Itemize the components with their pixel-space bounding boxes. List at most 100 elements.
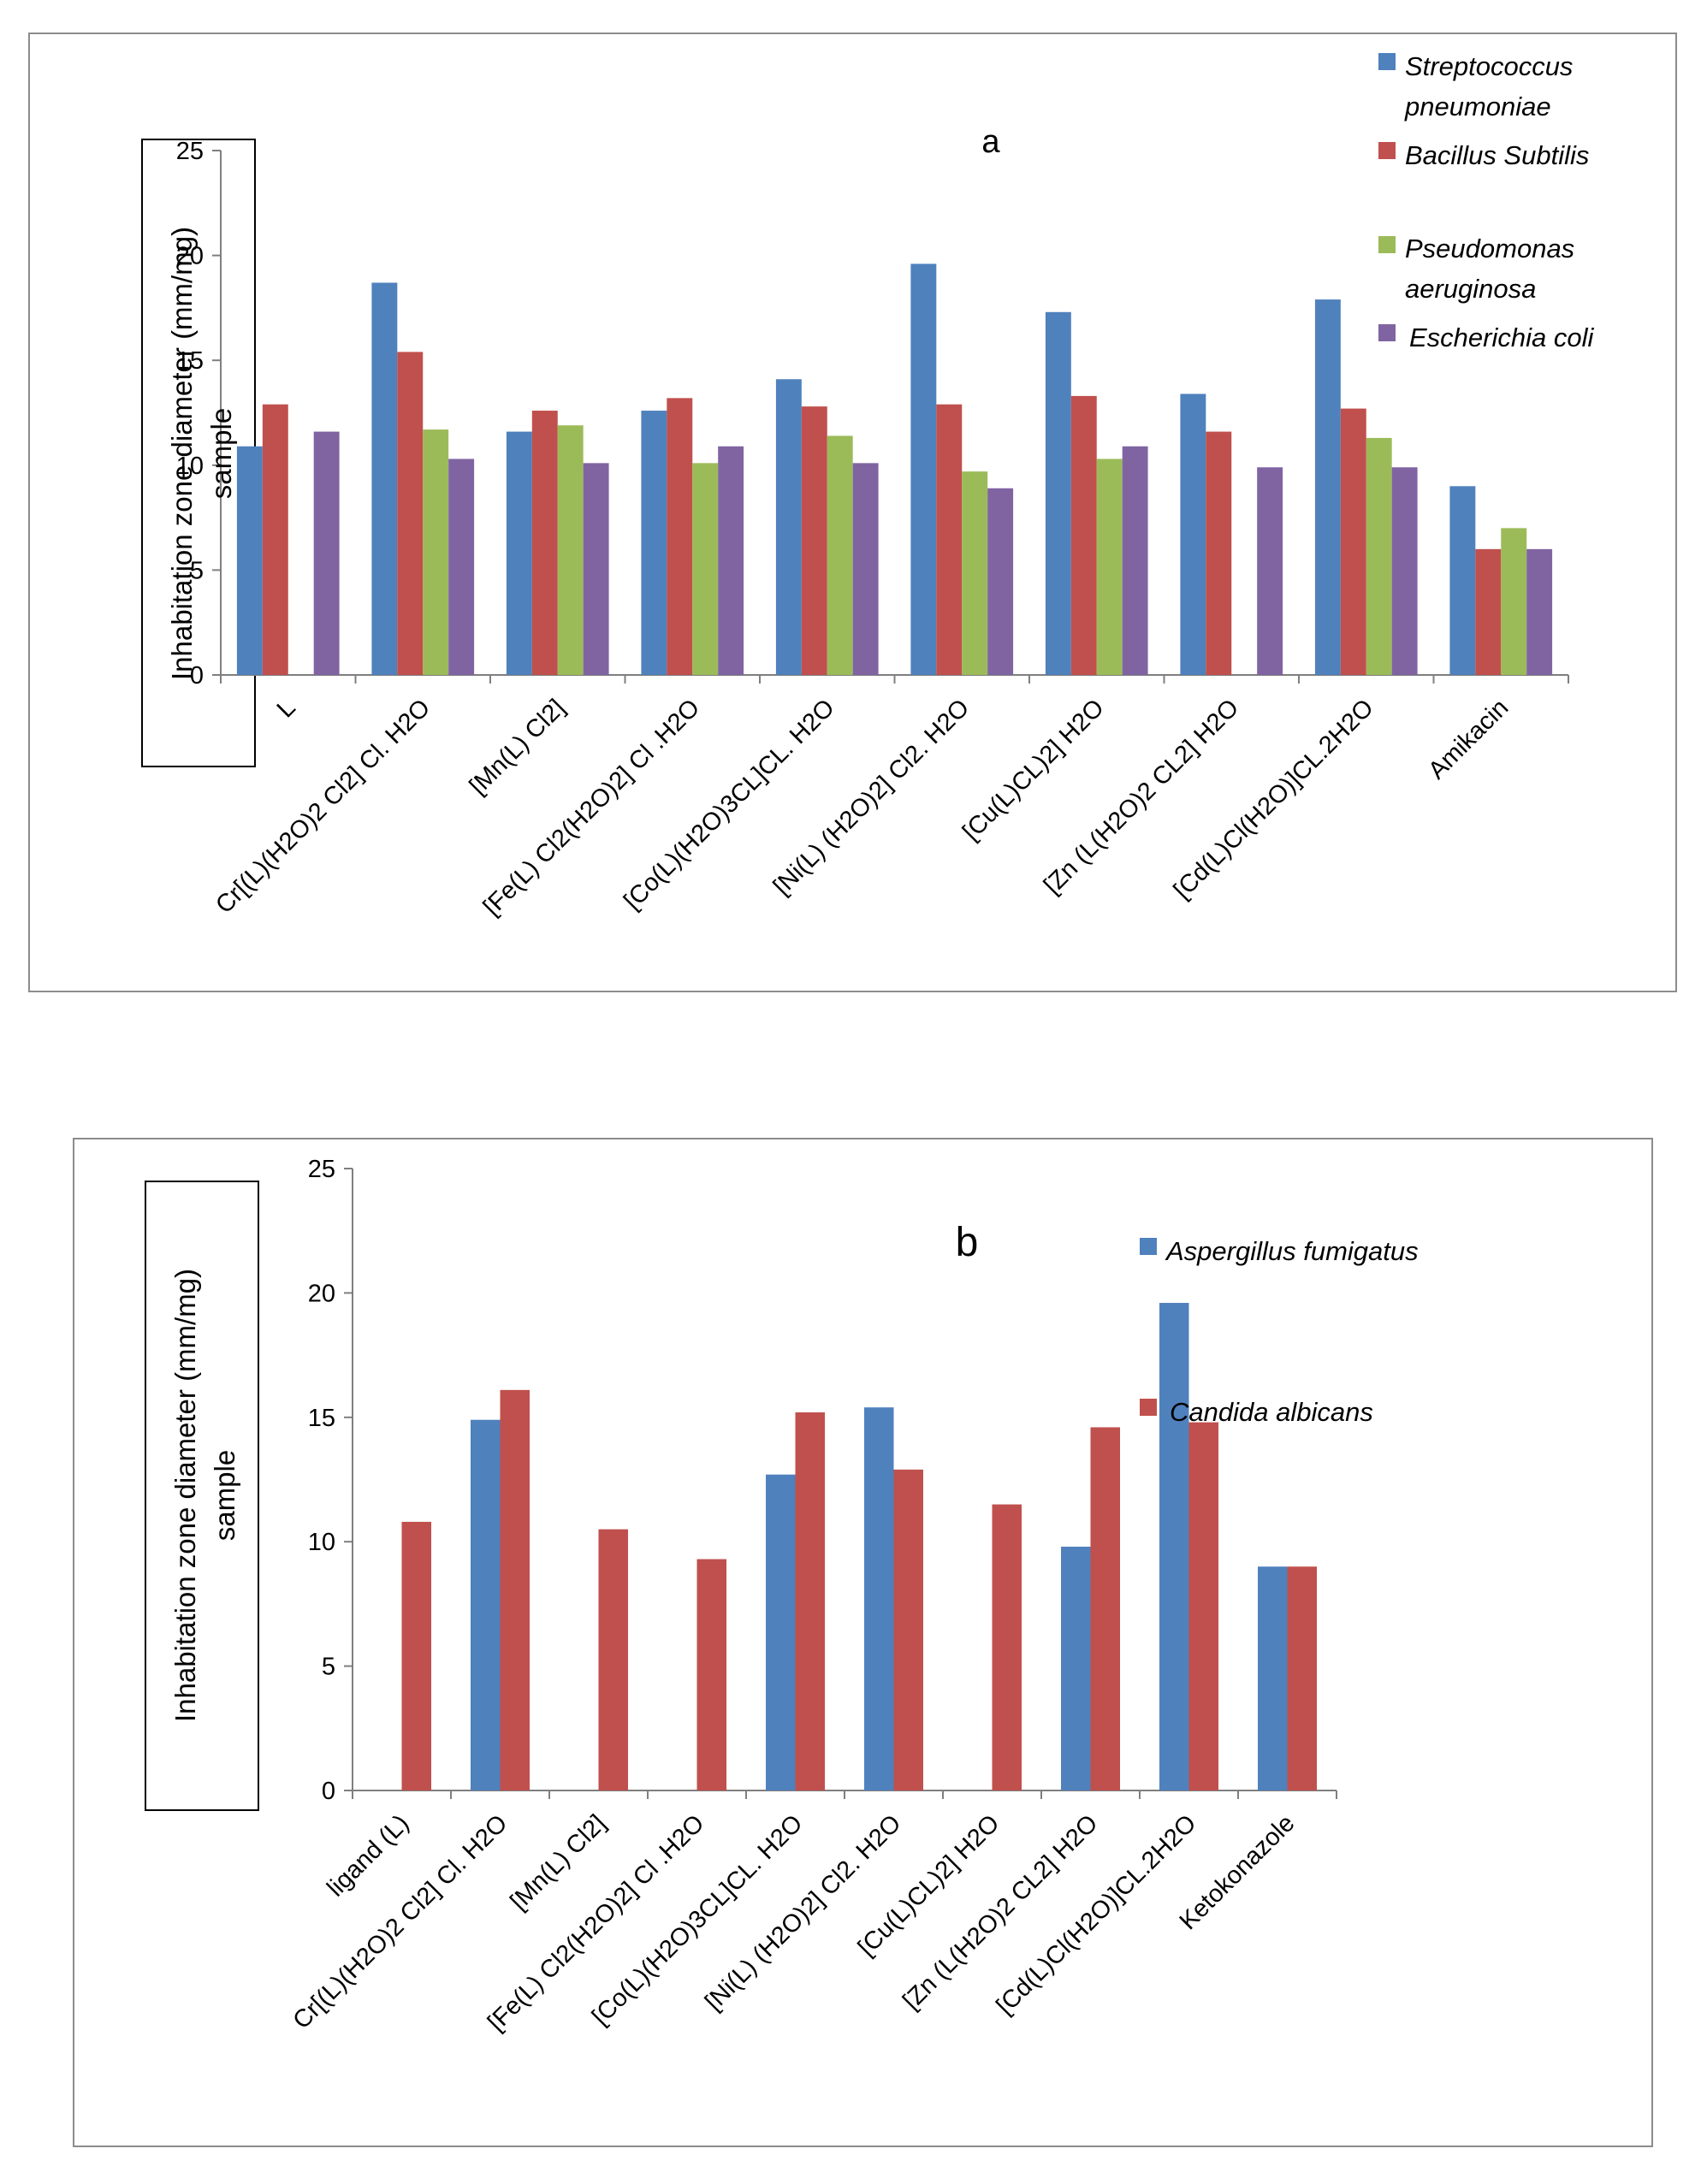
legend-swatch [1378, 324, 1396, 341]
legend-label: Candida albicans [1170, 1397, 1373, 1427]
legend-swatch [1140, 1399, 1157, 1416]
bar-bacillus-subtilis-4 [801, 406, 827, 675]
chart-b-frame [73, 1138, 1653, 2147]
bar-aspergillus-fumigatus-5 [864, 1407, 894, 1790]
bar-streptococcus-pneumoniae-2 [506, 431, 532, 675]
bar-escherichia-coli-3 [718, 446, 744, 675]
bar-bacillus-subtilis-8 [1340, 408, 1366, 675]
bar-streptococcus-pneumoniae-5 [910, 263, 937, 675]
bar-aspergillus-fumigatus-9 [1258, 1566, 1288, 1790]
chart-b-ylabel-box [145, 1181, 259, 1811]
y-axis-title-line-1: Inhabitation zone diameter (mm/mg) [169, 1269, 201, 1722]
bar-bacillus-subtilis-6 [1070, 395, 1097, 675]
bar-escherichia-coli-5 [987, 488, 1014, 675]
bar-bacillus-subtilis-1 [397, 352, 424, 675]
bar-pseudomonas-aeruginosa-5 [962, 471, 988, 675]
bar-pseudomonas-aeruginosa-3 [692, 463, 719, 675]
legend-label: pneumoniae [1404, 92, 1551, 121]
bar-streptococcus-pneumoniae-8 [1314, 299, 1341, 675]
bar-candida-albicans-7 [1090, 1427, 1120, 1790]
bar-escherichia-coli-9 [1526, 548, 1553, 675]
bar-pseudomonas-aeruginosa-4 [827, 435, 853, 675]
x-category-label: Cr[(L)(H2O)2 Cl2] Cl. H2O [287, 1809, 513, 2034]
bar-pseudomonas-aeruginosa-8 [1366, 437, 1392, 675]
bar-streptococcus-pneumoniae-7 [1180, 394, 1206, 675]
bar-bacillus-subtilis-5 [936, 404, 963, 675]
legend-label: Aspergillus fumigatus [1165, 1236, 1419, 1266]
legend-label: aeruginosa [1405, 274, 1536, 304]
y-tick-label: 15 [176, 347, 204, 375]
legend-swatch [1378, 236, 1396, 253]
bar-escherichia-coli-7 [1257, 467, 1283, 675]
bar-candida-albicans-0 [401, 1521, 431, 1790]
y-tick-label: 10 [308, 1529, 335, 1556]
legend-swatch [1140, 1238, 1157, 1255]
bar-escherichia-coli-8 [1391, 467, 1418, 675]
bar-candida-albicans-6 [992, 1504, 1022, 1790]
y-tick-label: 20 [308, 1280, 335, 1307]
bar-candida-albicans-3 [696, 1559, 726, 1790]
y-tick-label: 5 [322, 1654, 335, 1681]
bar-bacillus-subtilis-0 [262, 404, 288, 675]
bar-aspergillus-fumigatus-7 [1061, 1547, 1091, 1790]
bar-candida-albicans-2 [598, 1529, 628, 1790]
y-tick-label: 10 [176, 453, 204, 480]
legend-swatch [1378, 53, 1396, 70]
y-axis-title-line-2: sample [209, 1450, 240, 1541]
bar-pseudomonas-aeruginosa-9 [1501, 528, 1527, 675]
x-category-label: [Cd(L)Cl(H2O)]CL.2H2O [991, 1809, 1201, 2020]
legend-label: Escherichia coli [1409, 323, 1594, 352]
legend-label: Bacillus Subtilis [1405, 140, 1589, 170]
bar-pseudomonas-aeruginosa-1 [423, 429, 449, 675]
legend-label: Streptococcus [1405, 51, 1573, 81]
y-tick-label: 20 [176, 243, 204, 270]
bar-streptococcus-pneumoniae-9 [1449, 486, 1476, 675]
bar-candida-albicans-8 [1188, 1422, 1218, 1790]
legend-label: Pseudomonas [1405, 234, 1574, 263]
bar-candida-albicans-5 [893, 1469, 923, 1790]
y-axis-title-line-1: Inhabitation zone diameter (mm/mg) [166, 227, 198, 680]
bar-pseudomonas-aeruginosa-2 [557, 425, 584, 675]
bar-escherichia-coli-0 [313, 431, 340, 675]
bar-candida-albicans-4 [795, 1412, 825, 1790]
bar-aspergillus-fumigatus-8 [1159, 1303, 1189, 1790]
x-category-label: [Mn(L) Cl2] [505, 1809, 611, 1915]
bar-candida-albicans-9 [1287, 1566, 1317, 1790]
bar-candida-albicans-1 [500, 1389, 530, 1790]
y-tick-label: 0 [190, 662, 204, 690]
chart-a-ylabel-box [141, 139, 256, 767]
bar-escherichia-coli-6 [1122, 446, 1148, 675]
panel-label: a [981, 124, 1000, 160]
x-category-label: [Zn (L(H2O)2 CL2] H2O [898, 1809, 1103, 2015]
bar-streptococcus-pneumoniae-4 [775, 379, 802, 675]
x-category-label: [Co(L)(H2O)3CL]CL. H2O [587, 1809, 809, 2031]
bar-bacillus-subtilis-3 [667, 398, 693, 675]
y-tick-label: 25 [176, 138, 204, 165]
bar-pseudomonas-aeruginosa-6 [1096, 459, 1123, 675]
bar-bacillus-subtilis-2 [531, 411, 558, 675]
x-category-label: ligand (L) [322, 1809, 414, 1902]
bar-aspergillus-fumigatus-1 [471, 1419, 501, 1790]
legend-swatch [1378, 142, 1396, 159]
y-tick-label: 15 [308, 1405, 335, 1432]
bar-escherichia-coli-1 [448, 459, 475, 675]
y-tick-label: 5 [190, 557, 204, 584]
bar-bacillus-subtilis-7 [1206, 431, 1232, 675]
bar-bacillus-subtilis-9 [1475, 548, 1502, 675]
y-axis-title: Inhabitation zone diameter (mm/mg) sample [166, 227, 237, 680]
y-tick-label: 25 [308, 1156, 335, 1183]
bar-escherichia-coli-4 [852, 463, 879, 675]
bar-streptococcus-pneumoniae-6 [1045, 311, 1071, 675]
y-axis-title: Inhabitation zone diameter (mm/mg) sample [169, 1269, 240, 1722]
bar-aspergillus-fumigatus-4 [766, 1474, 796, 1790]
bar-streptococcus-pneumoniae-0 [236, 446, 263, 675]
x-category-label: [Ni(L) (H2O)2] Cl2. H2O [700, 1809, 906, 2015]
panel-label: b [956, 1220, 979, 1265]
y-tick-label: 0 [322, 1778, 335, 1805]
bar-escherichia-coli-2 [583, 463, 609, 675]
bar-streptococcus-pneumoniae-3 [641, 411, 667, 675]
y-axis-title-line-2: sample [205, 408, 237, 499]
bar-streptococcus-pneumoniae-1 [371, 282, 398, 675]
